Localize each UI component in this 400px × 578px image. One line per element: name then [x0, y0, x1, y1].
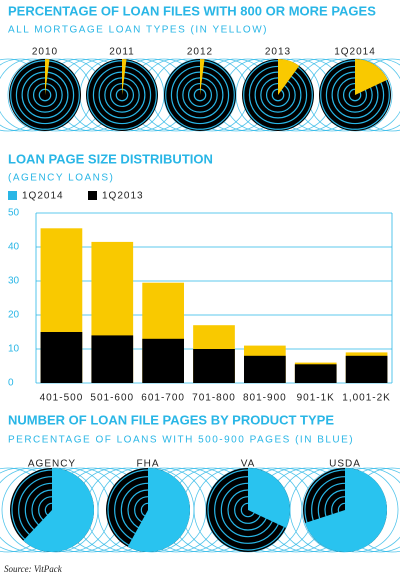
x-tick-label: 501-600 [90, 393, 134, 404]
bar [142, 338, 184, 383]
pie-label: 2013 [265, 47, 291, 58]
pie-wedge [305, 468, 388, 552]
y-tick-label: 40 [8, 242, 20, 253]
x-tick-label: 801-900 [243, 393, 287, 404]
pie-wedge [278, 59, 300, 95]
legend-label: 1Q2013 [102, 191, 144, 202]
y-tick-label: 10 [8, 344, 20, 355]
pie-wedge [45, 59, 50, 95]
bar [91, 335, 134, 383]
legend-swatch [88, 191, 97, 200]
pie-wedge [23, 468, 94, 552]
pie-wedge [248, 468, 291, 528]
source: Source: VitPack [4, 564, 63, 574]
section-title: NUMBER OF LOAN FILE PAGES BY PRODUCT TYP… [8, 412, 334, 427]
bar [244, 355, 286, 383]
pie-label: 1Q2014 [334, 47, 376, 58]
x-tick-label: 601-700 [141, 393, 185, 404]
pie-label: VA [241, 459, 256, 470]
pie-wedge [127, 468, 191, 552]
bar [193, 349, 235, 383]
y-tick-label: 50 [8, 208, 20, 219]
pie-wedge [122, 59, 127, 95]
x-tick-label: 901-1K [297, 393, 335, 404]
pie-label: FHA [137, 459, 160, 470]
pie-label: 2011 [109, 47, 135, 58]
x-tick-label: 401-500 [40, 393, 84, 404]
pie-label: USDA [329, 459, 361, 470]
legend-label: 1Q2014 [22, 191, 64, 202]
pie-label: AGENCY [28, 459, 76, 470]
x-tick-label: 1,001-2K [342, 393, 391, 404]
y-tick-label: 20 [8, 310, 20, 321]
bar [294, 364, 337, 383]
bar [40, 332, 83, 383]
x-tick-label: 701-800 [192, 393, 236, 404]
section-subtitle: ALL MORTGAGE LOAN TYPES (IN YELLOW) [8, 25, 268, 36]
pie-label: 2012 [187, 47, 213, 58]
section-subtitle: PERCENTAGE OF LOANS WITH 500-900 PAGES (… [8, 435, 354, 446]
pie-label: 2010 [32, 47, 58, 58]
y-tick-label: 30 [8, 276, 20, 287]
pie-wedge [200, 59, 205, 95]
section-title: PERCENTAGE OF LOAN FILES WITH 800 OR MOR… [8, 3, 376, 18]
legend-swatch [8, 191, 17, 200]
section-subtitle: (AGENCY LOANS) [8, 173, 114, 184]
pie-wedge [355, 59, 388, 95]
y-tick-label: 0 [8, 378, 14, 389]
bar [345, 355, 388, 383]
section-title: LOAN PAGE SIZE DISTRIBUTION [8, 151, 213, 166]
